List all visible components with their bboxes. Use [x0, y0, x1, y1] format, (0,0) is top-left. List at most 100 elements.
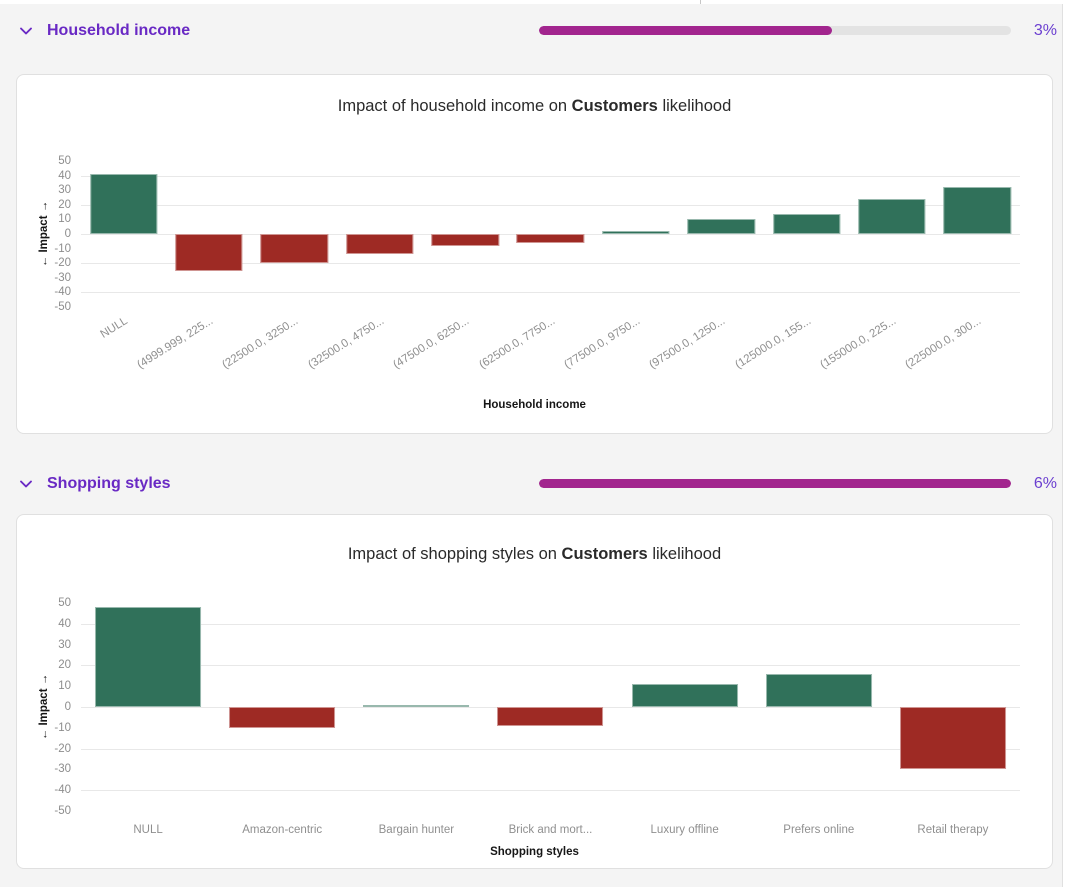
bar-Luxury offline[interactable] — [631, 684, 738, 707]
y-tick-label: -30 — [54, 271, 71, 284]
gridline — [81, 263, 1020, 265]
section-header-shopping-styles[interactable]: Shopping styles 6% — [0, 457, 1073, 510]
section-header-household-income[interactable]: Household income 3% — [0, 4, 1073, 57]
y-tick-label: 0 — [64, 228, 71, 240]
y-tick-label: 50 — [58, 155, 71, 167]
bar-Prefers online[interactable] — [765, 673, 872, 707]
bar-slot: (155000.0, 225... — [818, 161, 934, 371]
y-tick-label: 10 — [58, 680, 71, 693]
bar-slot: (77500.0, 9750... — [562, 161, 678, 371]
x-tick-label: Amazon-centric — [242, 824, 323, 836]
chevron-down-icon[interactable] — [18, 476, 34, 492]
bar-Brick and mort...[interactable] — [497, 707, 604, 726]
importance-percent: 3% — [1033, 21, 1057, 39]
x-tick-label: (4999.999, 225... — [135, 315, 216, 372]
gridline — [81, 665, 1020, 667]
x-tick-label: (125000.0, 155... — [732, 315, 813, 372]
bar-(225000.0, 300...[interactable] — [943, 187, 1011, 234]
divider-line — [700, 0, 701, 4]
y-axis-ticks: 50 40 30 20 10 0 -10 -20 -30 -40 -50 — [17, 155, 81, 313]
gridline — [81, 623, 1020, 625]
chart-title-entity: Customers — [561, 545, 648, 563]
y-tick-label: 20 — [58, 659, 71, 672]
bar-slot: (32500.0, 4750... — [306, 161, 422, 371]
y-tick-label: -20 — [54, 742, 71, 755]
x-axis-title: Household income — [483, 399, 586, 411]
chart-title: Impact of shopping styles on Customers l… — [17, 515, 1052, 564]
y-tick-label: 50 — [58, 597, 71, 609]
x-tick-label: Brick and mort... — [508, 824, 593, 836]
x-tick-label: (32500.0, 4750... — [306, 315, 387, 372]
gridline — [81, 292, 1020, 294]
y-tick-label: 0 — [64, 701, 71, 713]
scrollbar-gutter[interactable] — [1062, 4, 1073, 887]
section-title[interactable]: Shopping styles — [47, 474, 171, 492]
y-tick-label: -10 — [54, 721, 71, 734]
section-title[interactable]: Household income — [47, 21, 191, 39]
bar-(125000.0, 155...[interactable] — [772, 213, 841, 234]
x-tick-label: (62500.0, 7750... — [476, 315, 557, 372]
bar-(47500.0, 6250...[interactable] — [431, 234, 499, 246]
bar-slot: (4999.999, 225... — [135, 161, 251, 371]
bar-Retail therapy[interactable] — [899, 707, 1006, 770]
bar-NULL[interactable] — [89, 174, 158, 234]
bar-slot: Brick and mort... — [483, 603, 617, 836]
x-tick-label: Bargain hunter — [378, 824, 455, 836]
plot-area: NULL Amazon-centric Bargain hunter Brick an… — [81, 603, 1020, 836]
bar-NULL[interactable] — [95, 607, 202, 707]
gridline — [81, 175, 1020, 177]
y-tick-label: 40 — [58, 169, 71, 182]
bar-Amazon-centric[interactable] — [229, 707, 336, 728]
chart-title-suffix: likelihood — [647, 545, 722, 563]
bar-slot: Amazon-centric — [215, 603, 349, 836]
bar-slot: (225000.0, 300... — [904, 161, 1020, 371]
bar-(32500.0, 4750...[interactable] — [346, 234, 414, 255]
bar-slot: Prefers online — [752, 603, 886, 836]
x-tick-label: NULL — [98, 315, 131, 341]
x-tick-label: (155000.0, 225... — [818, 315, 899, 372]
chart-card-household-income: Impact of household income on Customers … — [16, 74, 1053, 434]
bar-slot: Luxury offline — [618, 603, 752, 836]
y-tick-label: 10 — [58, 213, 71, 226]
y-tick-label: -20 — [54, 257, 71, 270]
bar-Bargain hunter[interactable] — [363, 704, 470, 707]
chart-title: Impact of household income on Customers … — [17, 75, 1052, 116]
bar-slot: (47500.0, 6250... — [391, 161, 507, 371]
bar-slot: NULL — [81, 161, 166, 341]
bar-(77500.0, 9750...[interactable] — [602, 231, 670, 234]
y-tick-label: 30 — [58, 184, 71, 197]
chevron-down-icon[interactable] — [18, 23, 34, 39]
importance-progress-fill — [539, 479, 1011, 488]
bar-(97500.0, 1250...[interactable] — [687, 219, 755, 234]
y-tick-label: 40 — [58, 617, 71, 630]
x-tick-label: Retail therapy — [917, 824, 989, 836]
y-axis-ticks: 50 40 30 20 10 0 -10 -20 -30 -40 -50 — [17, 597, 81, 817]
importance-progress-track — [539, 479, 1011, 488]
bar-(62500.0, 7750...[interactable] — [516, 234, 585, 243]
y-tick-label: -40 — [54, 286, 71, 299]
x-tick-label: NULL — [133, 824, 163, 836]
gridline — [81, 790, 1020, 792]
x-tick-label: (97500.0, 1250... — [647, 315, 728, 372]
gridline — [81, 748, 1020, 750]
importance-percent: 6% — [1033, 474, 1057, 492]
chart-card-shopping-styles: Impact of shopping styles on Customers l… — [16, 514, 1053, 869]
x-tick-label: (225000.0, 300... — [903, 315, 984, 372]
importance-progress-track — [539, 26, 1011, 35]
bar-(4999.999, 225...[interactable] — [175, 234, 243, 271]
bar-(22500.0, 3250...[interactable] — [260, 234, 329, 264]
x-axis-title: Shopping styles — [490, 846, 579, 858]
bars-layer: NULL (4999.999, 225... (22500.0, 3250... (3… — [81, 161, 1020, 371]
bar-(155000.0, 225...[interactable] — [858, 198, 926, 234]
importance-progress-fill — [539, 26, 832, 35]
y-tick-label: 30 — [58, 638, 71, 651]
y-tick-label: -10 — [54, 242, 71, 255]
chart-title-entity: Customers — [571, 97, 658, 115]
bar-slot: (125000.0, 155... — [733, 161, 849, 371]
bar-slot: (97500.0, 1250... — [647, 161, 764, 371]
chart-title-suffix: likelihood — [657, 97, 732, 115]
bar-slot: Retail therapy — [886, 603, 1020, 836]
x-tick-label: (77500.0, 9750... — [562, 315, 643, 372]
chart-title-prefix: Impact of household income on — [337, 97, 572, 115]
x-tick-label: Luxury offline — [650, 824, 719, 836]
